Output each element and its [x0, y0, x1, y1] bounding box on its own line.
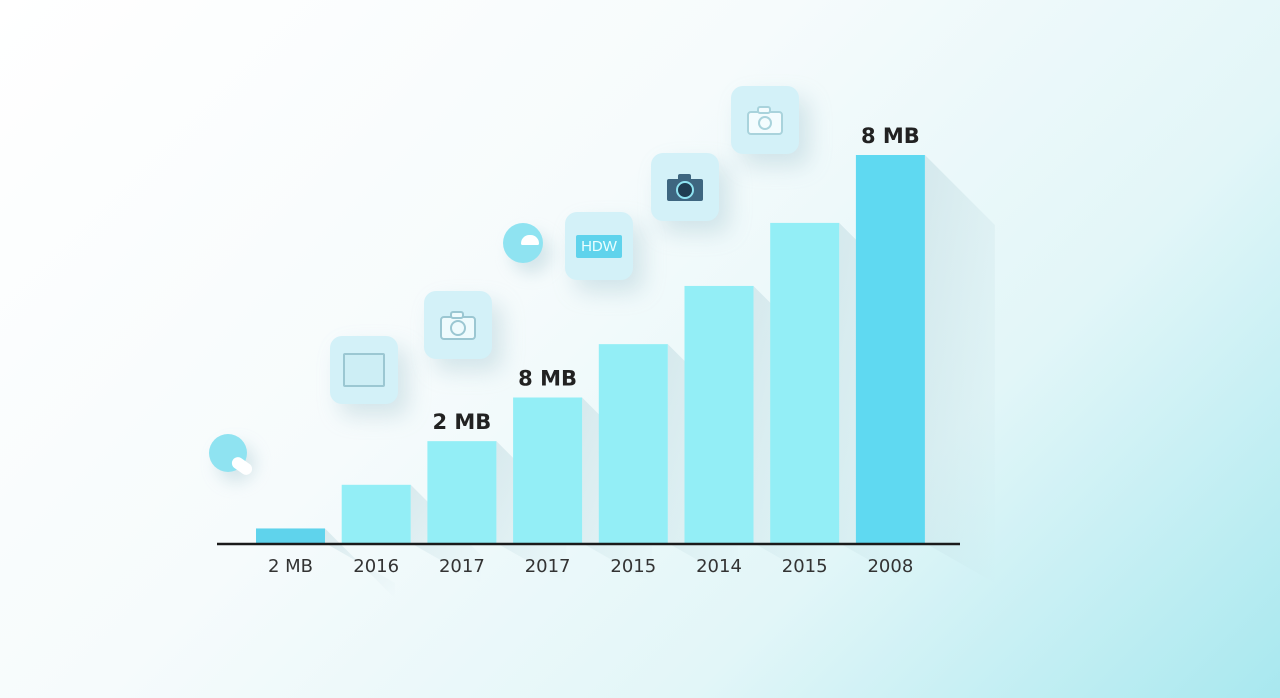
x-tick-label: 2014 — [696, 556, 742, 577]
x-tick-label: 2015 — [782, 556, 828, 577]
bar — [770, 222, 840, 543]
x-tick-label: 2 MB — [268, 556, 313, 577]
camera-dark-icon — [651, 153, 719, 221]
cloud-dot-icon — [503, 223, 543, 263]
hdw-badge-icon: HDW — [565, 212, 633, 280]
x-tick-label: 2015 — [610, 556, 656, 577]
bar — [256, 528, 325, 543]
bar — [684, 285, 754, 543]
data-label: 8 MB — [861, 124, 920, 148]
camera-outline-icon — [424, 291, 492, 359]
hdw-badge-text: HDW — [576, 234, 622, 258]
bar — [513, 397, 583, 543]
camera-light-icon — [731, 86, 799, 154]
x-tick-label: 2016 — [353, 556, 399, 577]
x-tick-label: 2017 — [439, 556, 485, 577]
toggle-dot-icon — [209, 434, 255, 478]
bar-shadow — [325, 528, 395, 599]
bar — [341, 484, 411, 543]
data-label: 8 MB — [518, 367, 577, 391]
bar — [427, 441, 497, 543]
image-frame-icon — [330, 336, 398, 404]
bar — [855, 155, 925, 543]
x-tick-label: 2008 — [867, 556, 913, 577]
bar-shadow — [924, 155, 995, 583]
x-tick-label: 2017 — [525, 556, 571, 577]
bar — [598, 344, 668, 543]
data-label: 2 MB — [432, 410, 491, 434]
